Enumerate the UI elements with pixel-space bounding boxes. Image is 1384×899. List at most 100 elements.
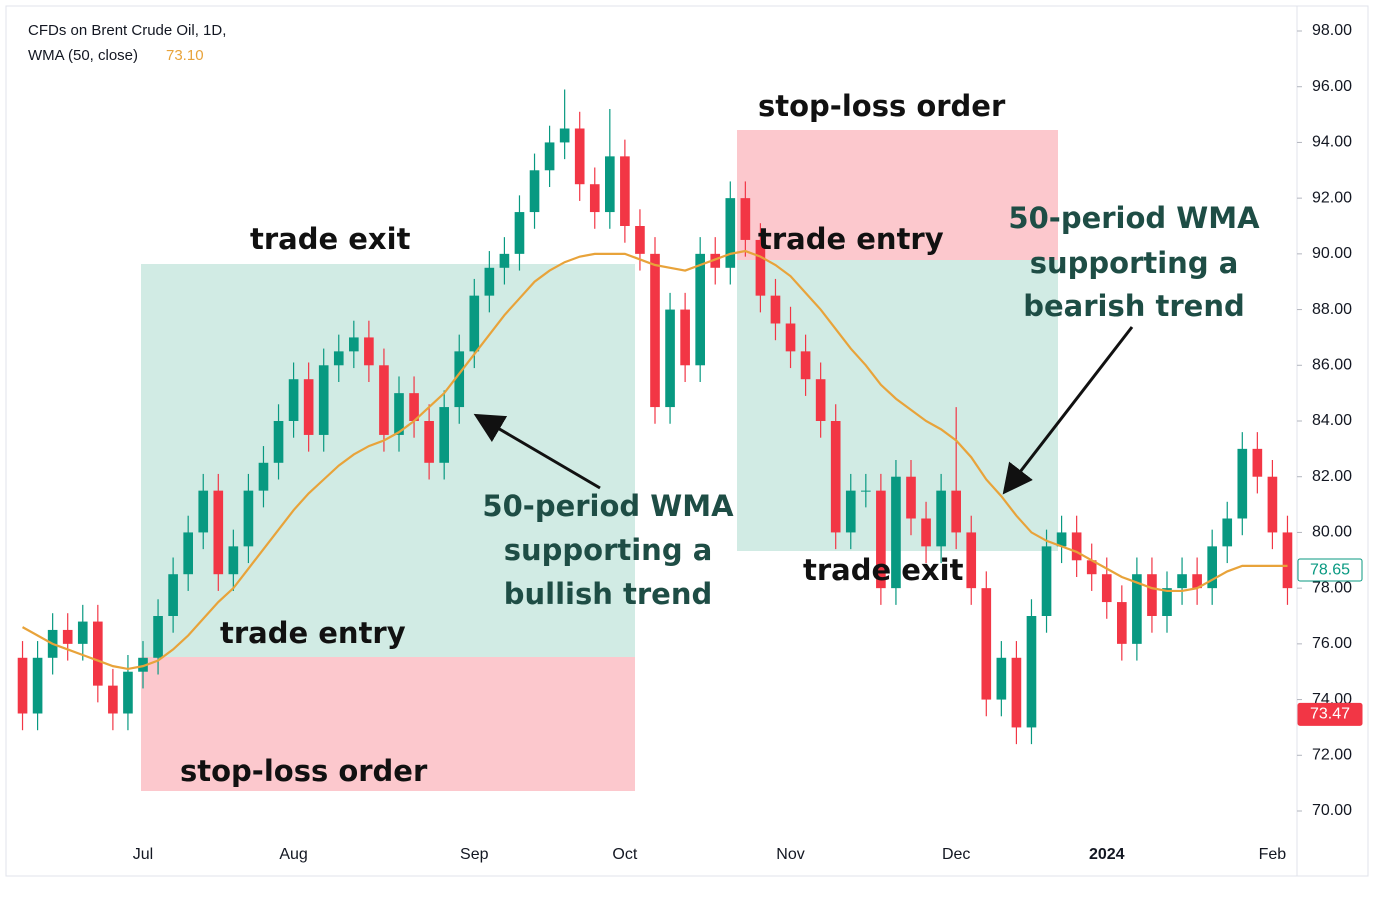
candle-body — [1192, 574, 1202, 589]
candle-body — [228, 546, 239, 575]
candle-body — [454, 351, 465, 408]
candle-body — [845, 490, 856, 533]
chart-title: CFDs on Brent Crude Oil, 1D, — [28, 22, 226, 39]
candle-body — [424, 421, 434, 463]
wma-line — [21, 249, 1288, 671]
y-tick-label: 94.00 — [1312, 134, 1352, 151]
annotation: supporting a — [1030, 246, 1239, 280]
candle-body — [680, 309, 690, 366]
y-tick-label: 78.00 — [1312, 579, 1352, 596]
candle-body — [1267, 476, 1278, 533]
candle-body — [379, 365, 389, 435]
y-tick-label: 72.00 — [1312, 747, 1352, 764]
candle-body — [574, 128, 585, 185]
candle-body — [1132, 574, 1142, 644]
candle-body — [1177, 574, 1187, 589]
candle-body — [1041, 546, 1052, 616]
candle-body — [32, 657, 43, 714]
y-tick-label: 88.00 — [1312, 301, 1352, 318]
candle-body — [1147, 574, 1157, 616]
candle-body — [183, 532, 193, 575]
candle-body — [1222, 518, 1233, 547]
annotation: 50-period WMA — [1008, 201, 1260, 235]
x-tick-label: Jul — [133, 846, 153, 863]
candle-body — [620, 156, 630, 226]
candle-body — [318, 365, 329, 435]
annotation: bullish trend — [504, 577, 712, 611]
candle-body — [394, 393, 404, 435]
candle-body — [529, 170, 540, 213]
candle-body — [288, 379, 299, 421]
candle-body — [695, 253, 705, 366]
candle-body — [469, 295, 480, 352]
candle-body — [650, 253, 660, 408]
annotation: 50-period WMA — [482, 489, 734, 523]
y-tick-label: 80.00 — [1312, 524, 1352, 541]
candle-body — [198, 490, 209, 533]
y-tick-label: 76.00 — [1312, 635, 1352, 652]
candle-body — [93, 621, 103, 686]
candle-body — [1071, 532, 1082, 561]
candle-body — [333, 351, 344, 366]
candle-body — [559, 128, 570, 143]
candle-body — [755, 239, 766, 296]
candle-body — [876, 490, 886, 589]
annotation: stop-loss order — [180, 754, 428, 788]
price-label-box — [1297, 702, 1363, 726]
price-label: 78.65 — [1297, 558, 1363, 582]
y-tick-label: 96.00 — [1312, 78, 1352, 95]
candle-body — [138, 657, 148, 672]
annotation: trade entry — [758, 222, 944, 256]
candle-body — [213, 490, 224, 575]
candle-body — [861, 490, 871, 492]
candle-body — [605, 156, 615, 213]
arrow — [1002, 326, 1134, 495]
candle-body — [439, 407, 449, 463]
annotation: supporting a — [504, 533, 713, 567]
candle-body — [409, 393, 419, 421]
y-tick-label: 70.00 — [1312, 802, 1352, 819]
loss-zone — [141, 657, 635, 791]
candle-body — [1026, 616, 1037, 728]
candle-body — [710, 253, 721, 268]
candle-body — [725, 198, 736, 268]
arrow — [473, 413, 601, 490]
candle-body — [303, 379, 314, 435]
candle-body — [921, 518, 931, 547]
candle-body — [1207, 546, 1217, 589]
candle-body — [1117, 602, 1127, 644]
price-label-text: 73.47 — [1310, 706, 1350, 723]
y-tick-label: 86.00 — [1312, 357, 1352, 374]
candle-body — [514, 212, 525, 254]
candle-body — [499, 253, 510, 268]
candle-body — [785, 323, 796, 352]
candle-body — [951, 490, 961, 533]
candle-body — [273, 421, 284, 463]
y-tick-label: 84.00 — [1312, 412, 1352, 429]
candle-body — [123, 671, 133, 714]
annotation: trade exit — [803, 553, 964, 587]
candle-body — [62, 629, 73, 644]
x-tick-label: Aug — [279, 846, 307, 863]
indicator-name: WMA (50, close) — [28, 47, 138, 64]
candle-body — [1011, 657, 1022, 728]
candle-body — [740, 198, 751, 240]
x-tick-label: 2024 — [1089, 846, 1125, 863]
candle-body — [484, 267, 495, 296]
candle-body — [996, 657, 1007, 700]
candle-body — [635, 226, 645, 254]
annotation: stop-loss order — [758, 89, 1006, 123]
x-tick-label: Sep — [460, 846, 489, 863]
candle-body — [153, 616, 163, 658]
plot: 70.0072.0074.0076.0078.0080.0082.0084.00… — [17, 22, 1352, 863]
candle-body — [1101, 574, 1112, 603]
candle-body — [800, 351, 811, 380]
indicator-value: 73.10 — [166, 47, 204, 64]
candle-body — [770, 295, 781, 324]
candle-body — [243, 490, 254, 547]
price-label: 73.47 — [1297, 702, 1363, 726]
candle-body — [665, 309, 675, 408]
candle-body — [966, 532, 977, 589]
candle-body — [1056, 532, 1067, 547]
